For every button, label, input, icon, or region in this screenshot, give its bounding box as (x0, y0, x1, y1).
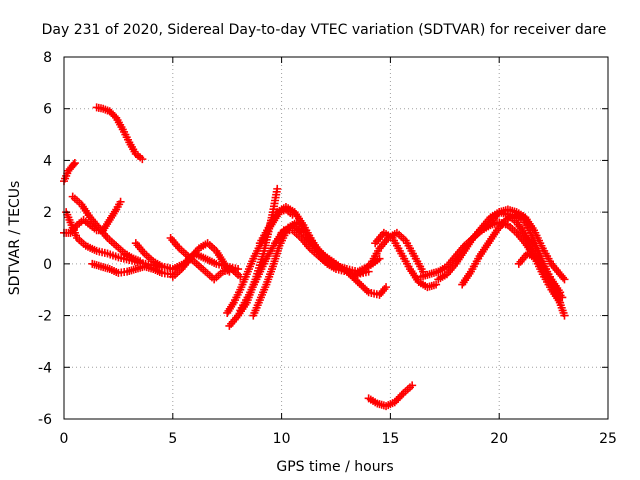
data-point (362, 286, 371, 295)
x-tick-label: 25 (599, 431, 617, 447)
data-point (397, 390, 406, 399)
data-point (558, 293, 567, 302)
axis-ticks: 0 5 10 15 20 25 -6 -4 -2 0 2 4 6 8 (38, 50, 617, 447)
series-arc-23 (514, 249, 567, 302)
series-arc-2 (92, 103, 147, 164)
x-tick-label: 10 (273, 431, 291, 447)
data-point (116, 197, 125, 206)
series-arc-5 (68, 192, 145, 266)
x-tick-label: 20 (490, 431, 508, 447)
data-point (559, 273, 568, 282)
plot-border (63, 56, 609, 420)
data-point (382, 283, 391, 292)
y-tick-label: 0 (43, 257, 52, 273)
data-marks (60, 103, 569, 411)
y-tick-label: -6 (38, 412, 52, 428)
series-arc-17 (371, 228, 441, 292)
y-axis-label: SDTVAR / TECUs (7, 181, 23, 296)
series-arc-15 (277, 221, 391, 299)
data-point (395, 392, 404, 401)
data-point (69, 160, 78, 169)
y-tick-label: 2 (43, 205, 52, 221)
y-tick-label: 4 (43, 153, 52, 169)
y-tick-label: 8 (43, 50, 52, 66)
data-point (138, 155, 147, 164)
data-point (394, 394, 403, 403)
data-point (390, 398, 399, 407)
data-point (70, 159, 79, 168)
y-tick-label: -4 (38, 360, 52, 376)
x-tick-label: 0 (60, 431, 69, 447)
data-point (560, 275, 569, 284)
y-tick-label: 6 (43, 102, 52, 118)
series-arc-1 (60, 159, 79, 186)
data-point (408, 381, 417, 390)
series-arc-18 (364, 381, 417, 411)
series-arc-16 (349, 228, 428, 281)
y-tick-label: -2 (38, 309, 52, 325)
data-point (392, 396, 401, 405)
data-point (432, 280, 441, 289)
x-axis-label: GPS time / hours (276, 459, 393, 475)
data-point (560, 311, 569, 320)
series-arc-9 (166, 234, 245, 284)
chart-title: Day 231 of 2020, Sidereal Day-to-day VTE… (42, 22, 607, 38)
x-tick-label: 5 (168, 431, 177, 447)
x-tick-label: 15 (381, 431, 399, 447)
data-point (273, 184, 282, 193)
series-arc-22 (477, 205, 569, 284)
